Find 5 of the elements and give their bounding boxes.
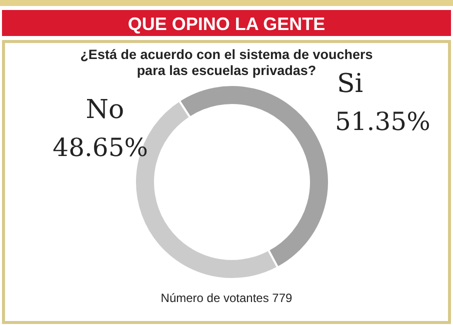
chart-title: QUE OPINO LA GENTE bbox=[128, 14, 326, 34]
text: Número de votantes 779 bbox=[160, 291, 293, 305]
slice-label: No bbox=[86, 95, 124, 125]
data-label: 48.65% bbox=[52, 133, 148, 162]
data-label: 51.35% bbox=[335, 107, 430, 136]
